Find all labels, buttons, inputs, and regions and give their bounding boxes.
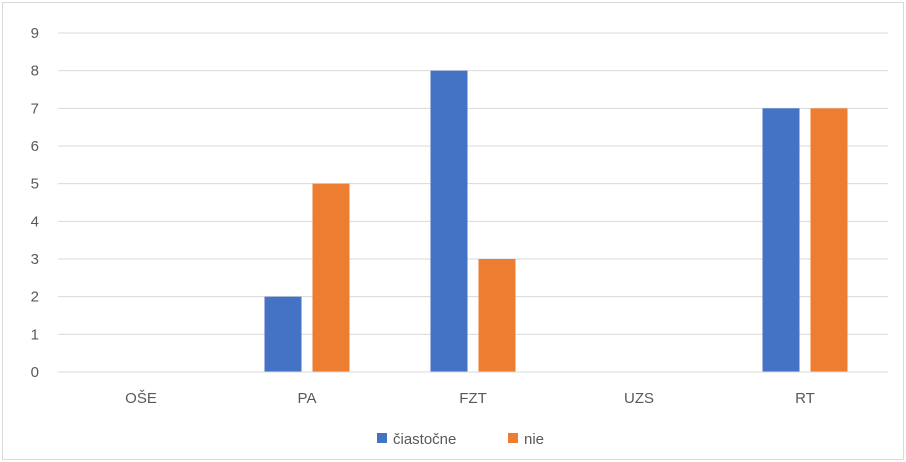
y-tick-label: 7 [31,100,39,117]
y-tick-label: 8 [31,63,39,80]
bar-čiastočne-FZT [430,70,468,373]
y-tick-label: 6 [31,138,39,155]
legend-label: čiastočne [393,431,456,448]
x-tick-label: UZS [624,390,654,407]
x-tick-label: OŠE [125,390,157,407]
legend-label: nie [524,431,544,448]
bar-nie-RT [810,108,848,372]
bar-chart: 0 1 2 3 4 5 6 7 8 9 OŠE PA FZT UZS RT čiastočne nie [31,25,888,448]
bar-nie-PA [312,183,350,372]
y-tick-label: 5 [31,176,39,193]
y-tick-label: 4 [31,213,39,230]
x-tick-label: FZT [459,390,487,407]
bar-čiastočne-PA [264,296,302,372]
bars [264,70,848,373]
gridlines [58,32,888,335]
bar-nie-FZT [478,259,516,372]
y-tick-label: 9 [31,25,39,42]
legend: čiastočne nie [377,431,544,448]
legend-swatch-nie [508,433,518,443]
y-tick-label: 3 [31,251,39,268]
legend-swatch-čiastočne [377,433,387,443]
y-tick-label: 2 [31,289,39,306]
x-axis-ticks: OŠE PA FZT UZS RT [125,390,815,407]
y-tick-label: 1 [31,326,39,343]
x-tick-label: RT [795,390,815,407]
y-tick-label: 0 [31,364,39,381]
x-tick-label: PA [298,390,317,407]
bar-čiastočne-RT [762,108,800,372]
y-axis-ticks: 0 1 2 3 4 5 6 7 8 9 [31,25,39,381]
